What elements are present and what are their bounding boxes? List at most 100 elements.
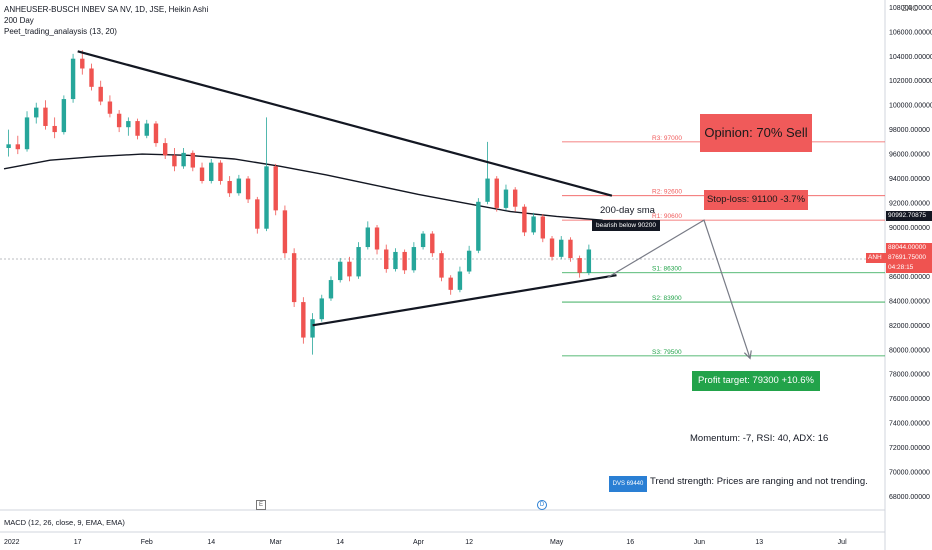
candle-down bbox=[384, 249, 389, 270]
x-tick-label: 12 bbox=[465, 539, 473, 546]
trendline-lower bbox=[312, 274, 617, 327]
candle-down bbox=[282, 210, 288, 254]
momentum-text: Momentum: -7, RSI: 40, ADX: 16 bbox=[690, 433, 829, 444]
projection-path bbox=[606, 219, 751, 359]
candle-down bbox=[255, 199, 260, 229]
candle-up bbox=[476, 201, 481, 251]
candle-up bbox=[531, 216, 536, 233]
candle-up bbox=[319, 298, 324, 320]
candle-up bbox=[457, 271, 463, 290]
stop-loss-box: Stop-loss: 91100 -3.7% bbox=[704, 190, 808, 210]
dvs-badge[interactable]: DVS 69440 bbox=[609, 476, 647, 492]
candle-up bbox=[264, 166, 269, 229]
candles-layer bbox=[6, 50, 592, 355]
y-tick-label: 90000.00000 bbox=[889, 225, 930, 232]
x-tick-label: 13 bbox=[755, 539, 763, 546]
candle-down bbox=[402, 251, 407, 271]
candle-up bbox=[485, 178, 490, 202]
x-tick-label: 16 bbox=[626, 539, 634, 546]
candle-up bbox=[559, 239, 564, 257]
candle-down bbox=[162, 143, 168, 156]
x-tick-label: Apr bbox=[413, 539, 425, 546]
candle-up bbox=[365, 227, 371, 248]
levels-layer: R3: 97000 R2: 92600 R1: 90600 S1: 86300 S2: … bbox=[562, 135, 885, 357]
candle-up bbox=[337, 261, 343, 281]
candle-down bbox=[15, 144, 21, 150]
candle-up bbox=[209, 162, 214, 182]
candle-down bbox=[227, 181, 232, 194]
y-tick-label: 78000.00000 bbox=[889, 372, 930, 379]
x-tick-label: May bbox=[550, 539, 564, 546]
y-tick-label: 100000.00000 bbox=[889, 103, 932, 110]
level-label: R1: 90600 bbox=[652, 213, 682, 220]
candle-down bbox=[549, 238, 555, 257]
candle-up bbox=[70, 58, 76, 100]
trendline-upper bbox=[77, 50, 613, 197]
profit-target-box: Profit target: 79300 +10.6% bbox=[692, 371, 820, 391]
candle-down bbox=[153, 123, 159, 144]
x-tick-label: 14 bbox=[336, 539, 344, 546]
sma-line bbox=[3, 153, 603, 221]
symbol-tag: ANH bbox=[866, 253, 886, 263]
y-tick-label: 80000.00000 bbox=[889, 347, 930, 354]
candle-down bbox=[439, 253, 444, 278]
candle-down bbox=[494, 178, 499, 208]
candle-up bbox=[126, 121, 131, 128]
x-tick-label: 17 bbox=[74, 539, 82, 546]
chart-legend: ANHEUSER-BUSCH INBEV SA NV, 1D, JSE, Hei… bbox=[4, 4, 208, 37]
symbol-title[interactable]: ANHEUSER-BUSCH INBEV SA NV, 1D, JSE, Hei… bbox=[4, 5, 209, 14]
candle-up bbox=[144, 123, 149, 136]
candle-up bbox=[24, 117, 30, 150]
candle-up bbox=[6, 144, 11, 148]
level-label: S1: 86300 bbox=[652, 266, 682, 273]
candle-up bbox=[466, 250, 472, 272]
y-tick-label: 102000.00000 bbox=[889, 78, 932, 85]
candle-down bbox=[43, 107, 48, 126]
price-tag-b: 87691.75000 bbox=[886, 253, 932, 263]
candle-down bbox=[199, 167, 205, 182]
y-tick-label: 74000.00000 bbox=[889, 421, 930, 428]
dividend-marker-icon[interactable]: D bbox=[537, 500, 547, 510]
candle-up bbox=[34, 107, 39, 118]
x-tick-label: Jul bbox=[838, 539, 847, 546]
y-tick-label: 86000.00000 bbox=[889, 274, 930, 281]
candle-up bbox=[61, 99, 67, 133]
candle-up bbox=[420, 233, 426, 248]
y-tick-label: 92000.00000 bbox=[889, 201, 930, 208]
current-price-tag: 90992.70875 bbox=[886, 211, 932, 221]
candle-up bbox=[503, 189, 509, 208]
y-tick-label: 104000.00000 bbox=[889, 54, 932, 61]
level-label: R3: 97000 bbox=[652, 135, 682, 142]
candle-down bbox=[577, 258, 582, 273]
candle-down bbox=[190, 152, 196, 168]
bearish-tooltip: bearish below 90200 bbox=[592, 220, 660, 231]
candle-down bbox=[448, 277, 453, 290]
candle-down bbox=[107, 101, 113, 114]
candle-down bbox=[568, 239, 573, 259]
candle-down bbox=[52, 125, 57, 133]
candle-down bbox=[245, 178, 251, 200]
earnings-marker-icon[interactable]: E bbox=[256, 500, 266, 510]
candle-down bbox=[522, 206, 527, 233]
candle-up bbox=[411, 247, 417, 271]
candle-down bbox=[347, 261, 352, 277]
projection-arrowhead bbox=[743, 350, 752, 360]
indicator-legend[interactable]: Peet_trading_analaysis (13, 20) bbox=[4, 27, 117, 36]
currency-label: ZAC bbox=[902, 4, 918, 13]
countdown-tag: 04:28:15 bbox=[886, 263, 932, 273]
y-tick-label: 98000.00000 bbox=[889, 127, 930, 134]
y-tick-label: 70000.00000 bbox=[889, 470, 930, 477]
candle-down bbox=[512, 189, 518, 207]
macd-label[interactable]: MACD (12, 26, close, 9, EMA, EMA) bbox=[4, 518, 125, 527]
sma-legend[interactable]: 200 Day bbox=[4, 16, 34, 25]
candle-down bbox=[98, 86, 103, 102]
sma-layer bbox=[3, 153, 603, 221]
candle-down bbox=[172, 155, 177, 167]
candle-down bbox=[80, 58, 85, 69]
y-tick-label: 108000.00000 bbox=[889, 5, 932, 12]
x-axis[interactable]: 2022 17 Feb 14 Mar 14 Apr 12 May 16 Jun 13 Jul bbox=[4, 539, 847, 546]
x-tick-label: 2022 bbox=[4, 539, 20, 546]
candle-up bbox=[586, 249, 592, 273]
level-label: S3: 79500 bbox=[652, 349, 682, 356]
